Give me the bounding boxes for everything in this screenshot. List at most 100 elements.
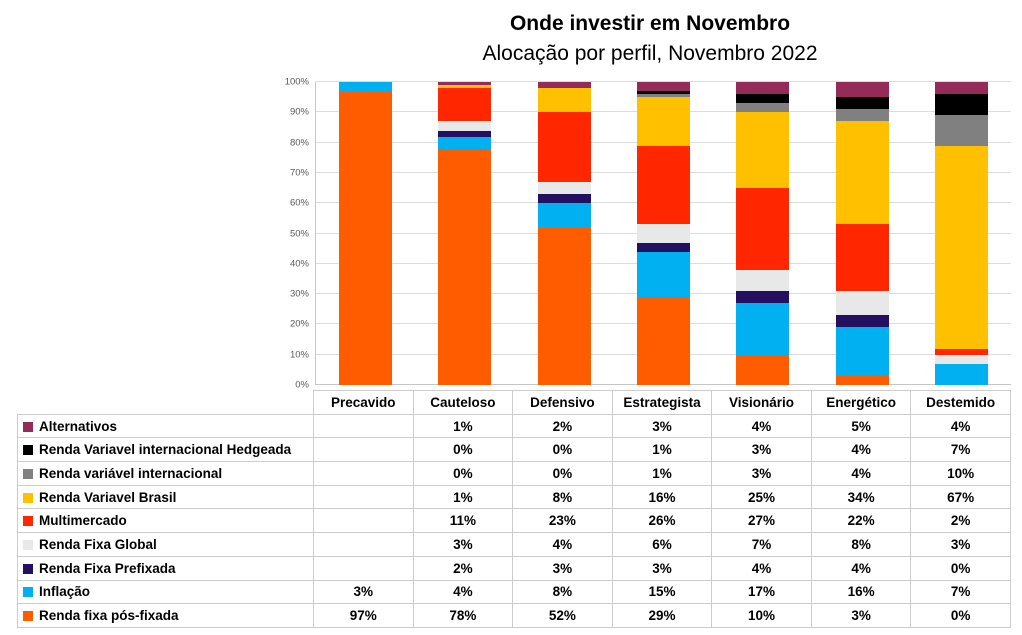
allocation-value-cell	[313, 461, 414, 486]
plot-area: 0% 10% 20% 30% 40% 50% 60% 70% 80% 90% 100%	[285, 77, 1011, 391]
bar-segment	[537, 82, 591, 89]
allocation-value-cell: 15%	[611, 579, 713, 605]
bar-segment	[835, 291, 889, 316]
bar-segment	[934, 82, 988, 95]
allocation-value-cell: 0%	[412, 461, 514, 486]
allocation-value-cell: 4%	[910, 413, 1011, 439]
bar-segment	[637, 94, 690, 98]
bar-segment	[736, 303, 790, 355]
bar-segment	[537, 88, 591, 113]
y-axis-tick-label: 30%	[289, 288, 309, 300]
bar-segment	[934, 115, 988, 146]
bar-segment	[537, 203, 591, 228]
allocation-value-cell: 3%	[611, 555, 713, 581]
y-axis-tick-label: 60%	[289, 197, 309, 209]
allocation-value-cell: 0%	[910, 555, 1011, 581]
allocation-table: Precavido Cauteloso Defensivo Estrategista V…	[17, 390, 1011, 628]
legend-label-cell: Renda Fixa Global	[17, 532, 314, 557]
table-row: Inflação 3% 4% 8% 15% 17% 16% 7%	[17, 579, 1011, 605]
y-axis-tick-label: 10%	[289, 349, 309, 361]
allocation-value-cell: 3%	[611, 413, 713, 439]
bar-segment	[934, 363, 988, 385]
allocation-value-cell: 0%	[512, 437, 613, 463]
allocation-value-cell: 3%	[412, 532, 514, 557]
legend-label-cell: Inflação	[17, 579, 314, 605]
allocation-value-cell: 3%	[910, 532, 1011, 557]
profile-header-precavido: Precavido	[313, 390, 414, 415]
allocation-value-cell: 4%	[810, 461, 912, 486]
allocation-value-cell: 8%	[810, 532, 912, 557]
bar-segment	[835, 121, 889, 225]
bar-defensivo	[537, 82, 591, 385]
y-axis-tick-label: 50%	[289, 228, 309, 239]
allocation-value-cell: 6%	[611, 532, 713, 557]
legend-label-cell: Alternativos	[17, 413, 314, 439]
legend-series-name: Renda Variavel internacional Hedgeada	[39, 442, 292, 458]
allocation-value-cell: 1%	[611, 437, 713, 463]
allocation-value-cell: 7%	[711, 532, 812, 557]
allocation-value-cell: 4%	[412, 579, 514, 605]
bar-segment	[637, 224, 690, 243]
bar-visionário	[736, 82, 790, 385]
allocation-value-cell	[313, 437, 414, 463]
bar-segment	[438, 85, 492, 89]
bar-segment	[835, 315, 889, 328]
bar-segment	[537, 227, 591, 385]
table-row: Multimercado 11% 23% 26% 27% 22% 2%	[17, 508, 1011, 534]
legend-swatch-icon	[23, 611, 33, 622]
bar-segment	[934, 94, 988, 116]
legend-swatch-icon	[23, 587, 33, 598]
allocation-value-cell: 8%	[512, 579, 613, 605]
bar-segment	[637, 297, 690, 385]
allocation-value-cell: 0%	[412, 437, 514, 463]
y-axis-tick-label: 80%	[289, 137, 309, 149]
table-row: Renda Variavel Brasil 1% 8% 16% 25% 34% 67%	[17, 484, 1011, 510]
bar-segment	[835, 109, 889, 122]
allocation-value-cell: 97%	[313, 603, 414, 628]
bar-segment	[637, 242, 690, 252]
y-axis-tick-label: 0%	[295, 379, 309, 391]
bar-segment	[736, 82, 790, 95]
allocation-value-cell: 8%	[512, 484, 613, 510]
allocation-value-cell: 1%	[611, 461, 713, 486]
allocation-value-cell: 7%	[910, 579, 1011, 605]
bar-segment	[537, 112, 591, 183]
bar-segment	[736, 188, 790, 270]
allocation-value-cell: 3%	[711, 437, 812, 463]
legend-label-cell: Renda Variavel internacional Hedgeada	[17, 437, 314, 463]
profile-header-defensivo: Defensivo	[512, 390, 613, 415]
allocation-value-cell: 3%	[711, 461, 812, 486]
allocation-value-cell: 22%	[810, 508, 912, 534]
legend-series-name: Renda variável internacional	[39, 465, 223, 481]
allocation-value-cell: 0%	[512, 461, 613, 486]
y-axis-tick-label: 40%	[289, 258, 309, 270]
bar-precavido	[339, 82, 393, 385]
allocation-value-cell: 4%	[711, 413, 812, 439]
allocation-value-cell: 0%	[910, 603, 1011, 628]
bar-segment	[736, 354, 790, 385]
table-row: Alternativos 1% 2% 3% 4% 5% 4%	[17, 413, 1011, 439]
bar-segment	[438, 136, 492, 149]
bar-segment	[736, 269, 790, 292]
bar-segment	[835, 224, 889, 292]
allocation-value-cell	[313, 484, 414, 510]
allocation-value-cell: 10%	[910, 461, 1011, 486]
bar-segment	[438, 82, 492, 86]
bar-segment	[934, 354, 988, 364]
table-header-row: Precavido Cauteloso Defensivo Estrategista V…	[17, 390, 1011, 415]
allocation-value-cell: 78%	[412, 603, 514, 628]
bar-segment	[637, 91, 690, 95]
allocation-value-cell: 25%	[711, 484, 812, 510]
allocation-value-cell: 3%	[512, 555, 613, 581]
allocation-value-cell: 7%	[910, 437, 1011, 463]
allocation-value-cell	[313, 555, 414, 581]
legend-swatch-icon	[23, 516, 33, 527]
allocation-value-cell: 16%	[611, 484, 713, 510]
y-axis-tick-label: 20%	[289, 318, 309, 330]
legend-swatch-icon	[23, 563, 33, 574]
allocation-value-cell: 17%	[711, 579, 812, 605]
bar-segment	[339, 91, 393, 385]
bar-segment	[736, 112, 790, 189]
y-axis-tick-label: 70%	[289, 167, 309, 179]
